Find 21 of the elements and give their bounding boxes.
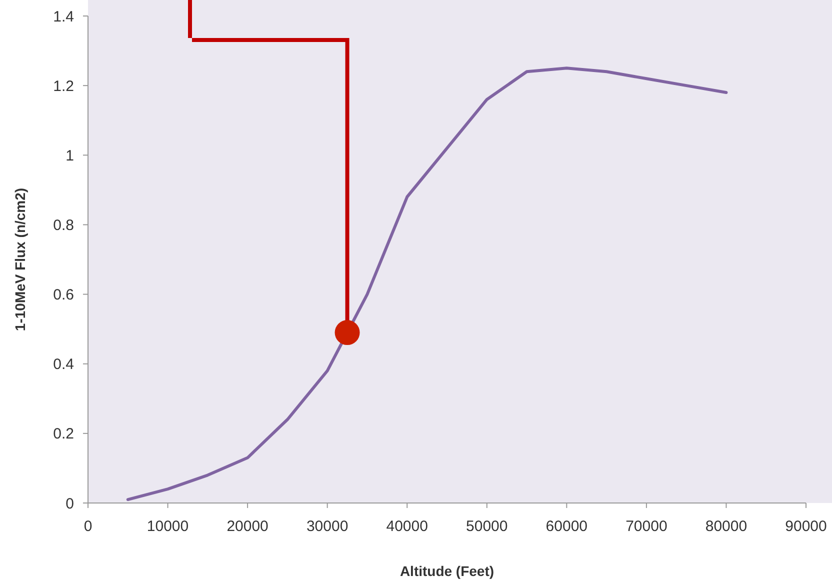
x-tick-label: 90000 bbox=[785, 518, 827, 535]
y-tick-label: 1.4 bbox=[53, 8, 74, 26]
y-tick-label: 0 bbox=[66, 495, 74, 512]
x-tick-label: 10000 bbox=[146, 518, 189, 535]
y-tick-label: 1.2 bbox=[53, 78, 74, 95]
x-axis-title: Altitude (Feet) bbox=[400, 563, 494, 579]
x-tick-label: 80000 bbox=[705, 518, 748, 535]
y-axis-title: 1-10MeV Flux (n/cm2) bbox=[12, 188, 28, 332]
y-tick-label: 0.4 bbox=[53, 356, 74, 374]
x-tick-label: 40000 bbox=[386, 518, 428, 535]
x-tick-label: 20000 bbox=[226, 518, 268, 535]
x-tick-label: 50000 bbox=[466, 518, 508, 535]
x-tick-label: 70000 bbox=[626, 518, 668, 535]
x-tick-label: 0 bbox=[84, 518, 92, 535]
x-tick-label: 60000 bbox=[546, 518, 588, 535]
y-tick-label: 0.8 bbox=[53, 216, 74, 234]
line-series bbox=[126, 66, 728, 502]
x-tick-label: 30000 bbox=[306, 518, 348, 535]
y-tick-label: 0.6 bbox=[53, 286, 74, 304]
y-tick-label: 1 bbox=[66, 147, 74, 164]
y-tick-label: 0.2 bbox=[53, 426, 74, 443]
